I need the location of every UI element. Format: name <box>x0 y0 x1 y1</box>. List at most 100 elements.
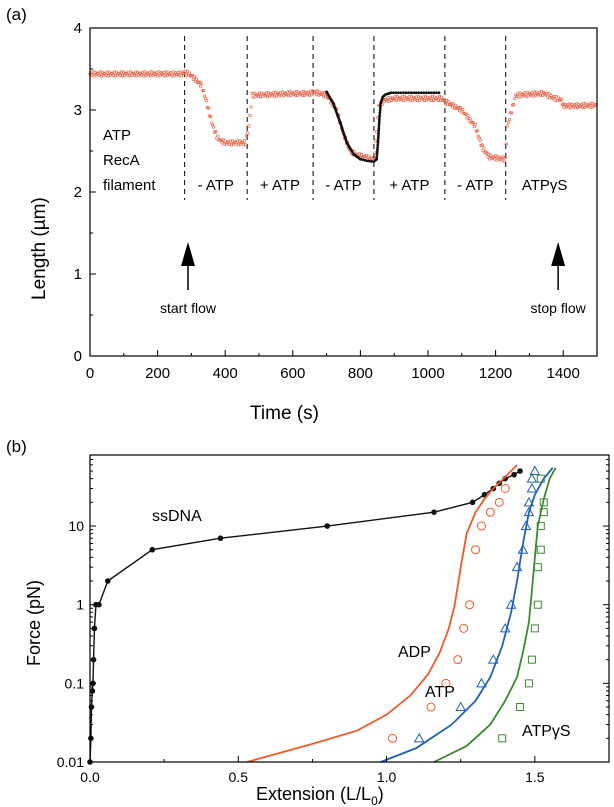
panel-b-x-tick-label: 1.0 <box>377 769 397 785</box>
raw-data-point <box>489 153 493 157</box>
panel-b-x-tick-label: 0.0 <box>80 769 100 785</box>
atp-point <box>499 622 511 633</box>
raw-data-point <box>531 94 536 98</box>
raw-data-point <box>201 88 206 93</box>
series-label: ssDNA <box>152 508 202 525</box>
raw-data-point <box>204 99 209 103</box>
raw-data-point <box>581 105 585 110</box>
raw-data-point <box>230 139 235 143</box>
flow-arrow-head <box>551 242 566 266</box>
raw-data-point <box>206 106 211 110</box>
fit-data-point <box>378 106 382 110</box>
fit-data-point <box>375 150 379 154</box>
fit-data-point <box>375 157 379 161</box>
panel-b-axes: 0.0 0.5 1.0 1.5 0.01 0.1 1 10 <box>57 454 609 785</box>
raw-data-point <box>533 93 538 98</box>
panel-a-annotations: - ATP + ATP - ATP + ATP - ATP ATPγS ATP RecA fil… <box>103 127 587 316</box>
raw-data-point <box>545 91 549 95</box>
segment-label: - ATP <box>457 177 493 194</box>
raw-data-point <box>494 154 498 158</box>
raw-data-point <box>559 97 564 101</box>
panel-a-x-label: Time (s) <box>250 403 319 424</box>
panel-b-y-tick-label: 0.1 <box>65 675 85 691</box>
atp-point <box>526 473 538 483</box>
raw-data-point <box>216 134 220 138</box>
adp-point <box>426 702 436 712</box>
raw-data-point <box>219 138 223 142</box>
raw-data-point <box>505 124 510 128</box>
raw-data-point <box>553 98 557 102</box>
fit-data-point <box>429 91 433 95</box>
raw-data-point <box>516 91 520 96</box>
segment-label: + ATP <box>389 177 429 194</box>
series-label: ATP <box>425 684 455 701</box>
raw-data-point <box>162 70 166 75</box>
raw-data-point <box>428 95 433 99</box>
raw-data-point <box>249 105 253 109</box>
fit-data-point <box>402 91 405 95</box>
fit-data-point <box>422 91 426 95</box>
atp-point <box>517 544 529 554</box>
raw-data-point <box>186 74 191 78</box>
raw-data-point <box>111 73 115 77</box>
atpgs-point <box>516 703 525 712</box>
series-label: ADP <box>398 644 431 661</box>
raw-data-point <box>540 93 545 97</box>
atpgs-point <box>536 474 545 483</box>
panel-a-y-tick-label: 1 <box>74 266 82 283</box>
raw-data-point <box>280 94 284 98</box>
raw-data-point <box>445 103 450 107</box>
fit-line-adp <box>246 464 518 763</box>
panel-b-label: (b) <box>6 437 27 456</box>
raw-data-point <box>223 139 227 143</box>
raw-data-point <box>400 95 404 99</box>
segment-label: - ATP <box>325 177 361 194</box>
raw-data-point <box>93 70 97 74</box>
fit-data-point <box>376 134 380 138</box>
raw-data-point <box>444 98 449 102</box>
fit-data-point <box>378 113 382 117</box>
raw-data-point <box>97 73 101 78</box>
raw-data-point <box>588 105 592 109</box>
atp-point <box>529 465 541 476</box>
fit-data-point <box>359 157 362 161</box>
panel-a-x-tick-label: 1200 <box>479 365 512 382</box>
raw-data-point <box>177 74 181 78</box>
fit-data-point <box>376 148 379 152</box>
raw-data-point <box>198 84 203 88</box>
raw-data-point <box>183 69 187 73</box>
atp-point <box>505 599 517 609</box>
fit-data-point <box>376 143 380 147</box>
panel-b-x-label: Extension (L/L0) <box>256 784 384 807</box>
raw-data-point <box>191 77 196 81</box>
raw-data-point <box>359 152 364 157</box>
side-label: filament <box>103 177 156 194</box>
raw-data-point <box>310 92 314 97</box>
raw-data-point <box>141 70 145 74</box>
raw-data-point <box>503 155 507 159</box>
raw-data-point <box>582 101 586 106</box>
raw-data-point <box>314 89 318 93</box>
raw-data-point <box>165 73 169 78</box>
raw-data-point <box>194 77 199 81</box>
atpgs-point <box>530 624 539 633</box>
fit-data-point <box>361 158 365 162</box>
raw-data-point <box>457 105 461 110</box>
raw-data-point <box>214 129 218 134</box>
raw-data-point <box>513 96 517 101</box>
atpgs-point <box>527 655 536 664</box>
raw-data-point <box>192 74 197 79</box>
raw-data-point <box>134 74 139 78</box>
adp-point <box>471 545 481 555</box>
panel-b-x-tick-label: 1.5 <box>525 769 545 785</box>
raw-data-point <box>510 111 514 115</box>
raw-data-point <box>530 90 534 95</box>
raw-data-point <box>478 138 482 142</box>
panel-a-x-tick-label: 400 <box>213 365 238 382</box>
fit-line-atp <box>380 467 554 763</box>
raw-data-point <box>272 94 277 98</box>
fit-data-point <box>435 91 438 95</box>
panel-b-annotations: ssDNA ADP ATP ATPγS <box>152 508 571 740</box>
raw-data-point <box>257 91 261 95</box>
raw-data-point <box>442 98 447 102</box>
